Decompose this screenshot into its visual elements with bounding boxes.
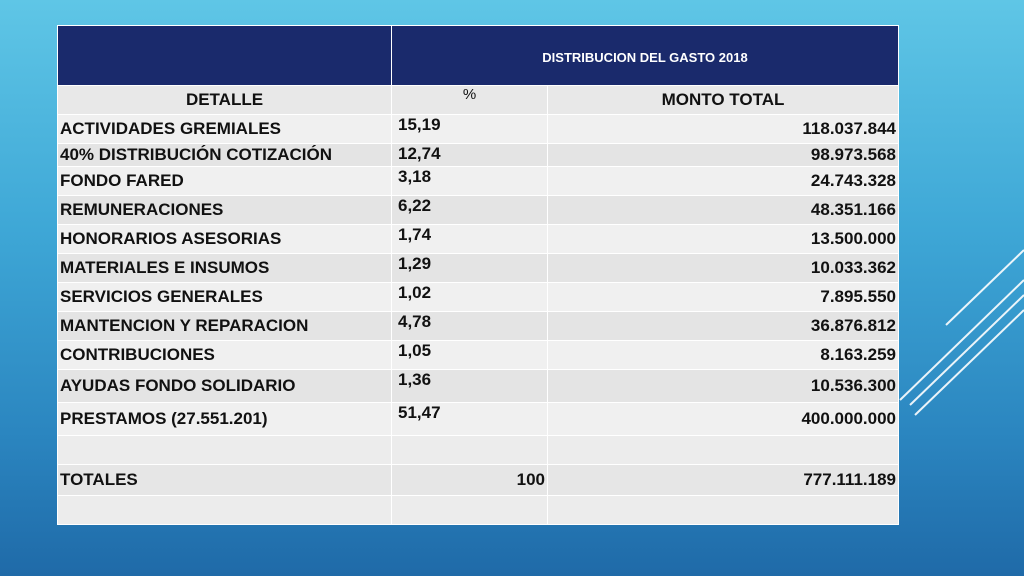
row-amount: 48.351.166 — [547, 195, 899, 225]
blank-row — [57, 435, 899, 465]
table-row: SERVICIOS GENERALES 1,02 7.895.550 — [57, 282, 899, 312]
table-header-row: DISTRIBUCION DEL GASTO 2018 — [57, 25, 899, 86]
row-detail: ACTIVIDADES GREMIALES — [57, 114, 392, 144]
row-percent: 3,18 — [391, 166, 548, 196]
row-percent: 1,05 — [391, 340, 548, 370]
row-detail: 40% DISTRIBUCIÓN COTIZACIÓN — [57, 143, 392, 167]
row-amount: 7.895.550 — [547, 282, 899, 312]
row-percent: 1,74 — [391, 224, 548, 254]
table-row: MANTENCION Y REPARACION 4,78 36.876.812 — [57, 311, 899, 341]
row-percent: 51,47 — [391, 402, 548, 436]
row-percent: 12,74 — [391, 143, 548, 167]
row-detail: REMUNERACIONES — [57, 195, 392, 225]
header-empty-cell — [57, 25, 392, 86]
row-percent: 1,36 — [391, 369, 548, 403]
row-detail: MATERIALES E INSUMOS — [57, 253, 392, 283]
row-amount: 400.000.000 — [547, 402, 899, 436]
table-row: ACTIVIDADES GREMIALES 15,19 118.037.844 — [57, 114, 899, 144]
row-amount: 13.500.000 — [547, 224, 899, 254]
table-row: AYUDAS FONDO SOLIDARIO 1,36 10.536.300 — [57, 369, 899, 403]
column-header-percent: % — [391, 85, 548, 115]
table-row: MATERIALES E INSUMOS 1,29 10.033.362 — [57, 253, 899, 283]
column-headers-row: DETALLE % MONTO TOTAL — [57, 85, 899, 115]
row-amount: 24.743.328 — [547, 166, 899, 196]
row-amount: 10.536.300 — [547, 369, 899, 403]
row-detail: SERVICIOS GENERALES — [57, 282, 392, 312]
row-detail: AYUDAS FONDO SOLIDARIO — [57, 369, 392, 403]
row-amount: 8.163.259 — [547, 340, 899, 370]
column-header-amount: MONTO TOTAL — [547, 85, 899, 115]
expense-distribution-table: DISTRIBUCION DEL GASTO 2018 DETALLE % MO… — [57, 25, 899, 525]
row-amount: 118.037.844 — [547, 114, 899, 144]
row-detail: HONORARIOS ASESORIAS — [57, 224, 392, 254]
totals-label: TOTALES — [57, 464, 392, 496]
row-percent: 6,22 — [391, 195, 548, 225]
row-amount: 36.876.812 — [547, 311, 899, 341]
row-detail: PRESTAMOS (27.551.201) — [57, 402, 392, 436]
row-percent: 1,02 — [391, 282, 548, 312]
totals-row: TOTALES 100 777.111.189 — [57, 464, 899, 496]
row-percent: 15,19 — [391, 114, 548, 144]
row-amount: 10.033.362 — [547, 253, 899, 283]
table-row: FONDO FARED 3,18 24.743.328 — [57, 166, 899, 196]
row-detail: MANTENCION Y REPARACION — [57, 311, 392, 341]
blank-row — [57, 495, 899, 525]
column-header-detail: DETALLE — [57, 85, 392, 115]
table-row: REMUNERACIONES 6,22 48.351.166 — [57, 195, 899, 225]
totals-amount: 777.111.189 — [547, 464, 899, 496]
table-row: 40% DISTRIBUCIÓN COTIZACIÓN 12,74 98.973.5… — [57, 143, 899, 167]
table-row: PRESTAMOS (27.551.201) 51,47 400.000.000 — [57, 402, 899, 436]
table-row: HONORARIOS ASESORIAS 1,74 13.500.000 — [57, 224, 899, 254]
row-detail: CONTRIBUCIONES — [57, 340, 392, 370]
table-title: DISTRIBUCION DEL GASTO 2018 — [391, 25, 899, 86]
row-percent: 1,29 — [391, 253, 548, 283]
totals-percent: 100 — [391, 464, 548, 496]
row-amount: 98.973.568 — [547, 143, 899, 167]
row-detail: FONDO FARED — [57, 166, 392, 196]
table-row: CONTRIBUCIONES 1,05 8.163.259 — [57, 340, 899, 370]
row-percent: 4,78 — [391, 311, 548, 341]
